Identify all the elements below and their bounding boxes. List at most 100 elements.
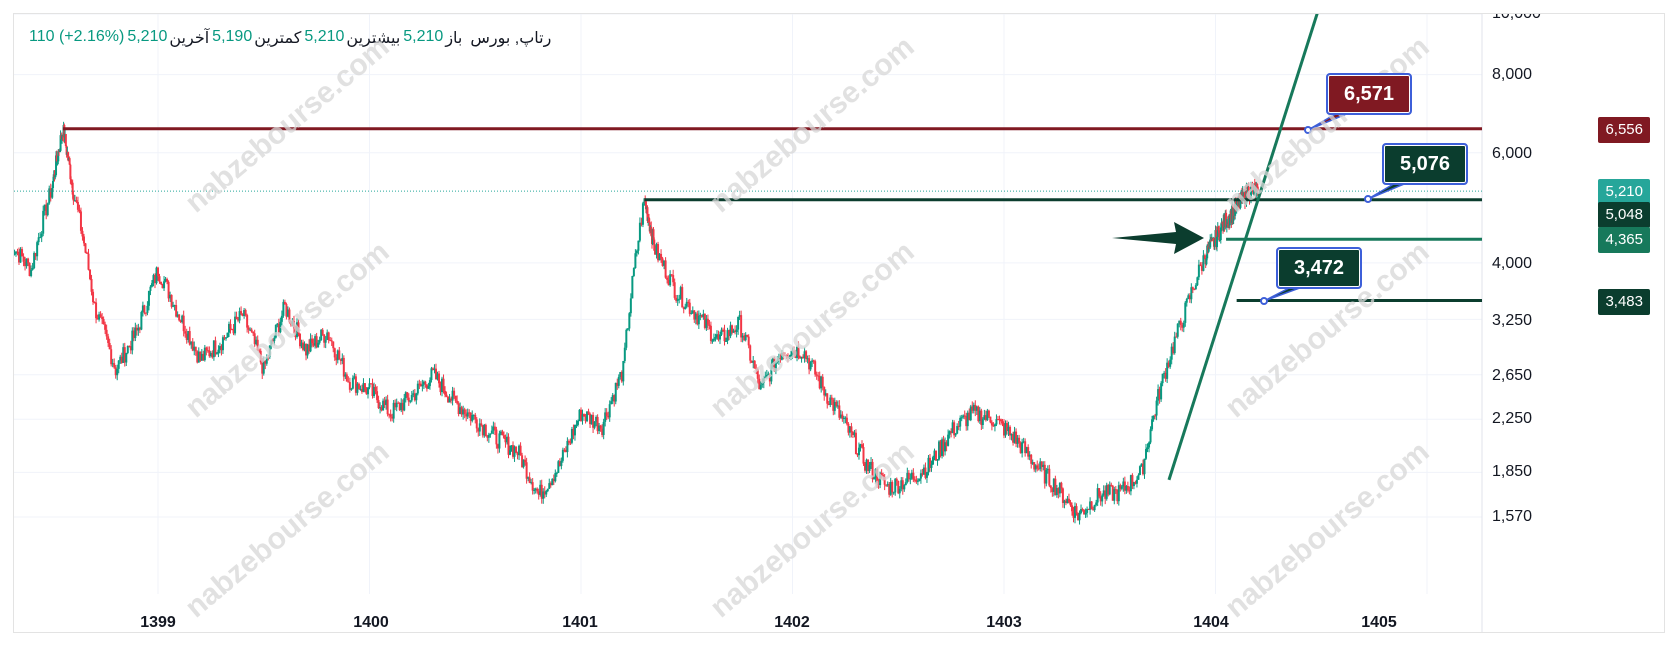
candle-body <box>817 375 820 377</box>
candle-body <box>950 431 953 433</box>
candle-body <box>1161 373 1164 384</box>
candle-body <box>259 350 262 363</box>
candle-body <box>208 350 211 357</box>
candle-body <box>1037 468 1040 470</box>
candle-body <box>672 275 675 283</box>
callout-anchor <box>1260 297 1268 305</box>
candle-body <box>873 478 876 480</box>
candle-body <box>188 331 191 345</box>
candle-body <box>891 482 894 493</box>
candle-body <box>646 207 649 221</box>
candle-body <box>48 188 51 204</box>
callout-3472[interactable]: 3,472 <box>1276 247 1363 289</box>
candle-body <box>709 325 712 341</box>
candle-body <box>1209 239 1212 241</box>
candle-body <box>463 409 466 414</box>
candle-body <box>21 249 24 257</box>
candle-body <box>770 364 773 382</box>
candle-body <box>427 386 430 389</box>
candle-body <box>96 318 99 320</box>
candle-body <box>592 414 595 428</box>
candle-body <box>400 402 403 411</box>
candle-body <box>1049 485 1052 489</box>
candle-body <box>1158 389 1161 400</box>
candle-body <box>1220 222 1223 228</box>
candle-body <box>457 403 460 415</box>
candle-body <box>938 441 941 460</box>
candle-body <box>839 414 842 418</box>
candle-body <box>512 445 515 457</box>
candle-body <box>1126 485 1129 491</box>
candle-body <box>1197 264 1200 278</box>
candle-body <box>1111 485 1114 501</box>
candle-body <box>412 393 415 396</box>
candle-body <box>474 414 477 420</box>
candle-body <box>715 334 718 338</box>
candle-body <box>941 439 944 456</box>
candle-body <box>108 342 111 350</box>
candle-body <box>1009 426 1012 436</box>
candle-body <box>1128 490 1131 492</box>
candle-body <box>283 301 286 305</box>
candle-body <box>300 342 303 347</box>
candle-body <box>1028 454 1031 457</box>
candle-body <box>999 419 1002 422</box>
candle-body <box>975 406 978 411</box>
candle-body <box>859 444 862 448</box>
candle-body <box>1069 502 1072 506</box>
candle-body <box>909 478 912 480</box>
candle-body <box>888 484 891 495</box>
candle-body <box>444 390 447 395</box>
price-chart[interactable] <box>14 14 1664 632</box>
candle-body <box>1006 423 1009 432</box>
candle-body <box>928 457 931 468</box>
candle-body <box>161 283 164 289</box>
candle-body <box>241 313 244 316</box>
candle-body <box>564 449 567 453</box>
y-tick-label: 2,250 <box>1492 410 1533 427</box>
candle-body <box>632 268 635 277</box>
y-tick-label: 1,850 <box>1492 463 1533 480</box>
callout-6571[interactable]: 6,571 <box>1326 73 1413 115</box>
candle-body <box>892 492 895 494</box>
candle-body <box>601 428 604 436</box>
candle-body <box>42 210 45 234</box>
candle-body <box>1148 442 1151 448</box>
candle-body <box>1101 495 1104 502</box>
candle-body <box>1007 426 1010 432</box>
candle-body <box>927 457 930 473</box>
candle-body <box>824 393 827 396</box>
candle-body <box>436 373 439 380</box>
candle-body <box>669 274 672 286</box>
candle-body <box>652 229 655 240</box>
candle-body <box>359 388 362 390</box>
candle-body <box>226 332 229 338</box>
candle-body <box>250 329 253 332</box>
candle-body <box>1108 484 1111 495</box>
candle-body <box>738 315 741 317</box>
candle-body <box>153 275 156 284</box>
candle-body <box>196 351 199 363</box>
candle-body <box>19 249 22 263</box>
candle-body <box>1045 469 1048 484</box>
candle-body <box>737 316 740 330</box>
candle-body <box>922 467 925 475</box>
candle-body <box>34 252 37 257</box>
callout-5076[interactable]: 5,076 <box>1382 143 1469 185</box>
candle-body <box>740 315 743 338</box>
chart-frame[interactable]: رتاپ, بورس باز 5,210 بیشترین 5,210 کمتری… <box>13 13 1665 633</box>
candle-body <box>314 336 317 346</box>
candle-body <box>453 390 456 396</box>
candle-body <box>826 393 829 404</box>
candle-body <box>789 354 792 357</box>
candle-body <box>620 371 623 382</box>
candle-body <box>1012 433 1015 443</box>
candle-body <box>1086 509 1089 513</box>
candle-body <box>711 340 714 342</box>
candle-body <box>149 286 152 291</box>
candle-body <box>536 488 539 492</box>
candle-body <box>138 327 141 330</box>
candle-body <box>755 368 758 370</box>
candle-body <box>1093 505 1096 511</box>
candle-body <box>1117 485 1120 502</box>
